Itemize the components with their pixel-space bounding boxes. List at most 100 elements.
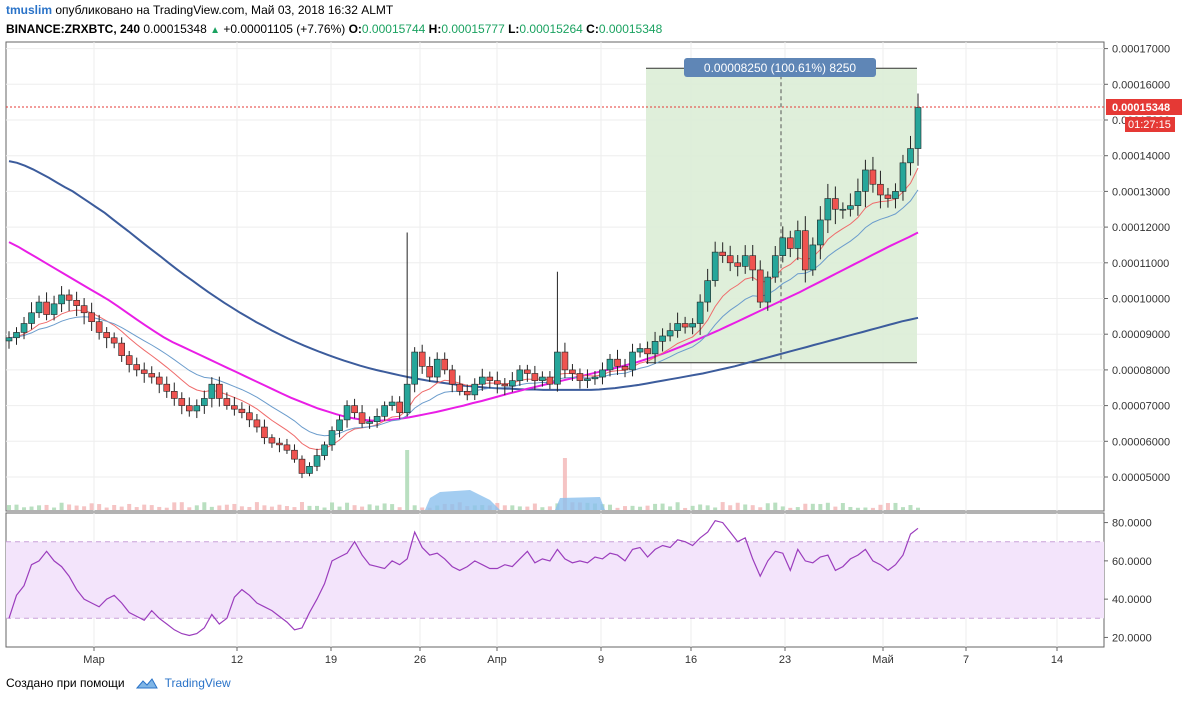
volume-bar (217, 505, 222, 510)
volume-ma-area (555, 497, 605, 510)
price-tick-label: 0.00006000 (1112, 436, 1170, 448)
candle (58, 294, 65, 305)
rsi-line (8, 520, 919, 637)
candle (621, 366, 629, 371)
volume-bar (187, 507, 192, 510)
volume-bar (885, 503, 890, 510)
candle (907, 148, 914, 164)
candle (666, 330, 674, 337)
time-tick-label: 19 (325, 654, 337, 666)
candle (201, 398, 208, 406)
candles (5, 93, 922, 479)
volume-bar (893, 502, 898, 510)
volume-bar (172, 502, 177, 510)
candle (779, 237, 787, 256)
volume-bar (157, 506, 162, 510)
candle (854, 191, 862, 206)
symbol-label: BINANCE:ZRXBTC, 240 (6, 22, 141, 36)
candle (178, 398, 186, 406)
volume-bar (855, 507, 860, 510)
price-tick-label: 0.00008000 (1112, 365, 1170, 377)
time-tick-label: 26 (414, 654, 426, 666)
candle (599, 369, 606, 378)
volume-bar (82, 506, 87, 510)
candle (388, 401, 396, 406)
candle (321, 444, 328, 456)
candle (88, 312, 95, 323)
volume-bar (840, 503, 845, 510)
price-tick-label: 0.00011000 (1112, 258, 1169, 270)
candle (366, 421, 373, 424)
time-tick-label: Май (872, 654, 894, 666)
volume-bar (818, 504, 823, 510)
candle (892, 191, 899, 199)
volume-bar (127, 503, 132, 510)
volume-bar (299, 502, 304, 510)
candle (899, 162, 907, 192)
candle (343, 405, 351, 421)
time-tick-label: 7 (963, 654, 969, 666)
volume-bar (878, 504, 883, 510)
candle (749, 255, 757, 271)
volume-bar (668, 506, 673, 510)
price-tick-label: 0.00005000 (1112, 472, 1170, 484)
volume-bar (315, 505, 320, 510)
time-tick-label: 12 (231, 654, 243, 666)
volume-bar (104, 507, 109, 510)
volume-bar (44, 504, 49, 510)
volume-bar (367, 504, 372, 510)
volume-bar (239, 506, 244, 510)
price-tick-label: 0.00010000 (1112, 294, 1170, 306)
volume-bar (517, 506, 522, 510)
candle (629, 351, 636, 371)
price-tick-label: 0.00009000 (1112, 329, 1170, 341)
volume-bar (750, 505, 755, 510)
volume-bar (67, 504, 72, 510)
candle (584, 378, 591, 381)
volume-bar (675, 502, 680, 510)
volume-bar (277, 504, 282, 510)
volume-bar (660, 503, 665, 510)
candle (832, 198, 839, 210)
volume-bar (22, 507, 27, 510)
candle (554, 351, 561, 385)
candle (539, 376, 546, 381)
tradingview-cloud-icon (135, 678, 158, 689)
candle (216, 383, 223, 399)
candle (358, 412, 366, 424)
last-value: 0.00015348 (143, 22, 207, 36)
time-tick-label: 16 (685, 654, 697, 666)
high-label: H: (428, 22, 442, 36)
candle (569, 369, 576, 374)
candle (261, 426, 268, 439)
author-link[interactable]: tmuslim (6, 3, 53, 17)
tradingview-link[interactable]: TradingView (164, 676, 231, 690)
candle (486, 376, 494, 381)
volume-bar (638, 506, 643, 510)
countdown-label: 01:27:15 (1128, 119, 1171, 131)
candle (659, 335, 666, 342)
last-price-tag (1106, 99, 1182, 115)
rsi-tick-label: 40.0000 (1112, 594, 1152, 606)
candle (651, 341, 659, 355)
measure-label-box (684, 58, 876, 77)
time-tick-label: Мар (83, 654, 105, 666)
candle (756, 269, 764, 303)
candle (561, 351, 569, 371)
volume-bar (510, 505, 515, 510)
candle (351, 405, 358, 414)
time-tick-label: Апр (487, 654, 506, 666)
volume-bar (97, 504, 102, 510)
volume-bar (352, 505, 357, 510)
price-tick-label: 0.00013000 (1112, 186, 1170, 198)
volume-bar (735, 502, 740, 510)
ma-long-line (8, 160, 919, 391)
volume-bar (119, 506, 124, 510)
volume-bar (360, 506, 365, 510)
volume-bar (142, 504, 147, 510)
rsi-tick-label: 60.0000 (1112, 556, 1152, 568)
candle (118, 342, 125, 356)
candle (246, 412, 253, 421)
rsi-tick-label: 20.0000 (1112, 632, 1152, 644)
